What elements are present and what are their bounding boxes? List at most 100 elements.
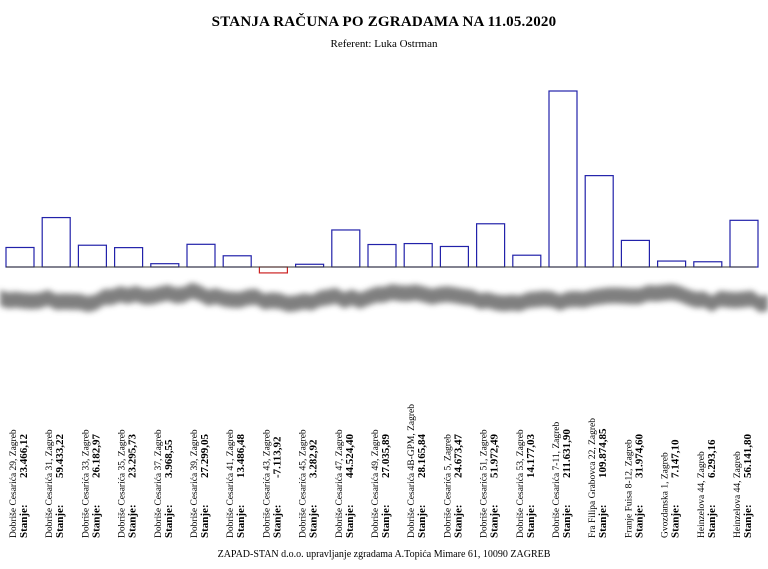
value-label: 14.177,03 <box>525 434 537 479</box>
value-label: 27.299,05 <box>199 434 211 479</box>
category-label: Dobriše Cesarića 51, Zagreb <box>480 429 490 538</box>
value-label: 23.466,12 <box>18 434 30 479</box>
value-label: -7.113,92 <box>271 436 283 478</box>
value-label: 28.165,84 <box>416 434 428 479</box>
bar-16 <box>548 90 578 268</box>
value-prefix-label: Stanje: <box>163 504 175 538</box>
bar-2 <box>41 216 71 268</box>
bar-6 <box>186 243 216 268</box>
bar-19 <box>656 260 687 268</box>
value-prefix-label: Stanje: <box>54 504 66 538</box>
value-label: 13.486,48 <box>235 434 247 479</box>
value-label: 24.673,47 <box>452 434 464 479</box>
bar-20 <box>693 261 723 268</box>
category-label: Dobriše Cesarića 43, Zagreb <box>262 429 272 538</box>
category-label: Franje Fuisa 8-12, Zagreb <box>624 439 634 538</box>
value-label: 211.631,90 <box>561 429 573 478</box>
bar-15 <box>512 254 542 268</box>
value-prefix-label: Stanje: <box>597 504 609 538</box>
value-prefix-label: Stanje: <box>416 504 428 538</box>
value-prefix-label: Stanje: <box>271 504 283 538</box>
value-label: 27.035,89 <box>380 434 392 479</box>
bar-7 <box>222 255 252 268</box>
value-prefix-label: Stanje: <box>742 504 754 538</box>
category-label-group: Fra Filipa Grabovca 22, Zagreb Stanje: 109… <box>588 418 609 538</box>
bar-10 <box>331 229 361 268</box>
footer-address: ZAPAD-STAN d.o.o. upravljanje zgradama A… <box>217 549 551 560</box>
value-prefix-label: Stanje: <box>235 504 247 538</box>
value-prefix-label: Stanje: <box>706 504 718 538</box>
value-label: 31.974,60 <box>633 434 645 479</box>
category-label: Dobriše Cesarića 49, Zagreb <box>371 429 381 538</box>
value-label: 59.433,22 <box>54 434 66 479</box>
category-label-group: Dobriše Cesarića 31, Zagreb Stanje: 59.433… <box>45 429 66 538</box>
category-label: Dobriše Cesarića 45, Zagreb <box>299 429 309 538</box>
category-label-group: Dobriše Cesarića 51, Zagreb Stanje: 51.972… <box>480 429 501 538</box>
category-label: Dobriše Cesarića 29, Zagreb <box>9 429 19 538</box>
bars-group <box>5 90 759 274</box>
category-label-group: Dobriše Cesarića 35, Zagreb Stanje: 23.295… <box>118 429 139 538</box>
bar-17 <box>584 175 614 268</box>
category-label-group: Dobriše Cesarića 45, Zagreb Stanje: 3.282,… <box>299 429 320 538</box>
category-label: Dobriše Cesarića 5, Zagreb <box>443 434 453 538</box>
category-label: Dobriše Cesarića 41, Zagreb <box>226 429 236 538</box>
category-label: Gvozdanska 1, Zagreb <box>661 452 671 538</box>
value-label: 44.524,40 <box>344 434 356 479</box>
category-label-group: Dobriše Cesarića 53, Zagreb Stanje: 14.177… <box>516 429 537 538</box>
category-label: Dobriše Cesarića 7-11, Zagreb <box>552 422 562 538</box>
value-label: 109.874,85 <box>597 428 609 478</box>
category-label-group: Dobriše Cesarića 33, Zagreb Stanje: 26.182… <box>81 429 102 538</box>
chart-title: STANJA RAČUNA PO ZGRADAMA NA 11.05.2020 <box>211 14 557 30</box>
bar-14 <box>476 223 506 268</box>
category-label: Heinzelova 44, Zagreb <box>733 451 743 538</box>
category-label: Dobriše Cesarića 37, Zagreb <box>154 429 164 538</box>
category-label-group: Dobriše Cesarića 4B-GPM, Zagreb Stanje: 28… <box>407 404 428 538</box>
value-prefix-label: Stanje: <box>90 504 102 538</box>
bar-11 <box>367 243 397 268</box>
value-prefix-label: Stanje: <box>489 504 501 538</box>
category-label-group: Dobriše Cesarića 39, Zagreb Stanje: 27.299… <box>190 429 211 538</box>
category-label-group: Dobriše Cesarića 43, Zagreb Stanje: -7.113… <box>262 429 283 538</box>
value-label: 3.282,92 <box>308 439 320 478</box>
value-label: 7.147,10 <box>670 439 682 478</box>
value-prefix-label: Stanje: <box>670 504 682 538</box>
category-label-group: Dobriše Cesarića 5, Zagreb Stanje: 24.673,… <box>443 434 464 539</box>
category-label-group: Dobriše Cesarića 47, Zagreb Stanje: 44.524… <box>335 429 356 538</box>
value-prefix-label: Stanje: <box>127 504 139 538</box>
category-label: Dobriše Cesarića 39, Zagreb <box>190 429 200 538</box>
value-prefix-label: Stanje: <box>452 504 464 538</box>
bar-chart: Dobriše Cesarića 29, Zagreb Stanje:23.466… <box>0 90 768 538</box>
value-prefix-label: Stanje: <box>380 504 392 538</box>
value-label: 23.295,73 <box>127 434 139 479</box>
category-label: Dobriše Cesarića 4B-GPM, Zagreb <box>407 404 417 538</box>
category-label: Dobriše Cesarića 53, Zagreb <box>516 429 526 538</box>
bar-18 <box>620 239 651 268</box>
category-label-group: Dobriše Cesarića 49, Zagreb Stanje: 27.035… <box>371 429 392 538</box>
chart-subtitle: Referent: Luka Ostrman <box>330 38 438 50</box>
value-label: 6.293,16 <box>706 439 718 478</box>
value-prefix-label: Stanje: <box>18 504 30 538</box>
category-label-group: Dobriše Cesarića 41, Zagreb Stanje: 13.486… <box>226 429 247 538</box>
value-prefix-label: Stanje: <box>525 504 537 538</box>
category-label-group: Dobriše Cesarića 37, Zagreb Stanje: 3.968,… <box>154 429 175 538</box>
bar-3 <box>77 244 108 268</box>
bar-1 <box>5 246 35 268</box>
category-label: Dobriše Cesarića 35, Zagreb <box>118 429 128 538</box>
category-label-group: Heinzelova 44, Zagreb Stanje: 56.141,80 <box>733 434 754 539</box>
category-label: Dobriše Cesarića 33, Zagreb <box>81 429 91 538</box>
category-label: Fra Filipa Grabovca 22, Zagreb <box>588 418 598 538</box>
value-prefix-label: Stanje: <box>308 504 320 538</box>
bar-4 <box>113 247 144 268</box>
value-label: 26.182,97 <box>90 434 102 479</box>
value-label: 3.968,55 <box>163 439 175 478</box>
value-prefix-label: Stanje: <box>344 504 356 538</box>
value-label: 51.972,49 <box>489 434 501 478</box>
axis-break-torn-edge <box>0 282 768 313</box>
category-label: Dobriše Cesarića 31, Zagreb <box>45 429 55 538</box>
category-label-group: Dobriše Cesarića 29, Zagreb Stanje: 23.466… <box>9 429 30 538</box>
bar-13 <box>439 245 469 268</box>
bar-8 <box>258 266 288 274</box>
category-labels-group: Dobriše Cesarića 29, Zagreb Stanje:23.466… <box>9 404 754 538</box>
category-label-group: Franje Fuisa 8-12, Zagreb Stanje: 31.974,6… <box>624 434 645 539</box>
category-label: Dobriše Cesarića 47, Zagreb <box>335 429 345 538</box>
